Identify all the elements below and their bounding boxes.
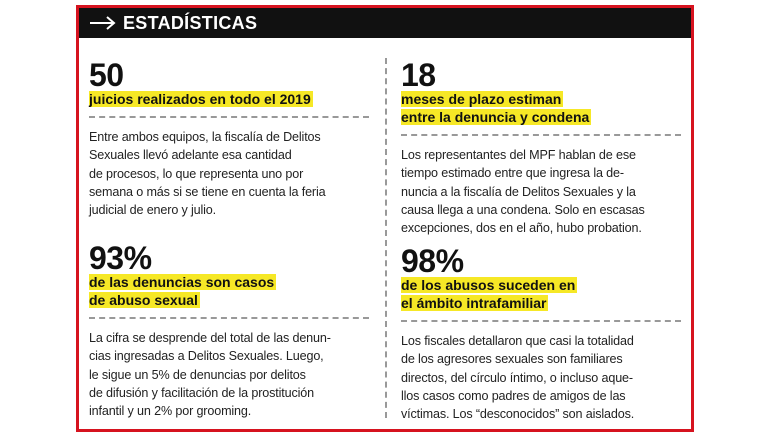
header-title: ESTADÍSTICAS	[123, 13, 258, 33]
highlight-text: entre la denuncia y condena	[401, 109, 592, 125]
subtitle-line: de las denuncias son casos	[89, 273, 374, 291]
subtitle-line: entre la denuncia y condena	[401, 108, 686, 126]
body-line: Los representantes del MPF hablan de ese	[401, 148, 636, 162]
highlight-text: el ámbito intrafamiliar	[401, 295, 549, 311]
dashed-rule	[89, 317, 369, 319]
frame: ESTADÍSTICAS 50 juicios realizados en tod…	[76, 5, 694, 432]
column-divider	[385, 58, 387, 418]
stat-block: 98% de los abusos suceden en el ámbito int…	[401, 243, 686, 423]
subtitle-line: meses de plazo estiman	[401, 90, 686, 108]
body-line: le sigue un 5% de denuncias por delitos	[89, 367, 306, 382]
stat-subtitle: de las denuncias son casos de abuso sexua…	[89, 273, 374, 309]
stat-body: Entre ambos equipos, la fiscalía de Deli…	[89, 128, 374, 219]
stat-subtitle: de los abusos suceden en el ámbito intraf…	[401, 276, 686, 312]
body-line: causa llega a una condena. Solo en escas…	[401, 202, 645, 217]
stat-block: 18 meses de plazo estiman entre la denunci…	[401, 57, 686, 237]
body-line: Sexuales llevó adelante esa cantidad	[89, 148, 292, 163]
body-line: judicial de enero y julio.	[89, 203, 217, 218]
dashed-rule	[401, 320, 681, 322]
stat-body: Los fiscales detallaron que casi la tota…	[401, 332, 686, 423]
body-line: de difusión y facilitación de la prostit…	[89, 385, 314, 400]
body-line: Entre ambos equipos, la fiscalía de Deli…	[89, 130, 321, 144]
stat-body: La cifra se desprende del total de las d…	[89, 329, 374, 420]
dashed-rule	[89, 116, 369, 118]
stat-number: 93%	[89, 240, 152, 276]
body-line: excepciones, dos en el año, hubo probati…	[401, 221, 642, 236]
stat-subtitle: juicios realizados en todo el 2019	[89, 90, 374, 108]
stat-block: 93% de las denuncias son casos de abuso se…	[89, 240, 374, 420]
dashed-rule	[401, 134, 681, 136]
subtitle-line: el ámbito intrafamiliar	[401, 294, 686, 312]
body-line: de procesos, lo que representa uno por	[89, 166, 304, 181]
body-line: llos casos como padres de amigos de las	[401, 388, 626, 403]
stat-subtitle: meses de plazo estiman entre la denuncia …	[401, 90, 686, 126]
highlight-text: meses de plazo estiman	[401, 91, 564, 107]
stat-block: 50 juicios realizados en todo el 2019 Entr…	[89, 57, 374, 219]
highlight-text: de abuso sexual	[89, 292, 200, 308]
body-line: de los agresores sexuales son familiares	[401, 352, 623, 367]
body-line: Los fiscales detallaron que casi la tota…	[401, 334, 634, 348]
body-line: La cifra se desprende del total de las d…	[89, 331, 331, 345]
body-line: nuncia a la fiscalía de Delitos Sexuales…	[401, 184, 636, 199]
arrow-icon	[90, 16, 116, 30]
stat-number: 50	[89, 57, 124, 93]
subtitle-line: de abuso sexual	[89, 291, 374, 309]
body-line: semana o más si se tiene en cuenta la fe…	[89, 184, 326, 199]
stat-number: 98%	[401, 243, 464, 279]
body-line: infantil y un 2% por grooming.	[89, 404, 252, 419]
stat-body: Los representantes del MPF hablan de ese…	[401, 146, 686, 237]
highlight-text: juicios realizados en todo el 2019	[89, 91, 313, 107]
header-bar: ESTADÍSTICAS	[79, 8, 691, 38]
body-line: víctimas. Los “desconocidos” son aislado…	[401, 407, 635, 422]
highlight-text: de las denuncias son casos	[89, 274, 277, 290]
subtitle-line: de los abusos suceden en	[401, 276, 686, 294]
stat-number: 18	[401, 57, 436, 93]
body-line: directos, del círculo íntimo, o incluso …	[401, 370, 633, 385]
body-line: tiempo estimado entre que ingresa la de-	[401, 166, 624, 181]
subtitle-line: juicios realizados en todo el 2019	[89, 90, 374, 108]
body-line: cias ingresadas a Delitos Sexuales. Lueg…	[89, 349, 324, 364]
highlight-text: de los abusos suceden en	[401, 277, 578, 293]
